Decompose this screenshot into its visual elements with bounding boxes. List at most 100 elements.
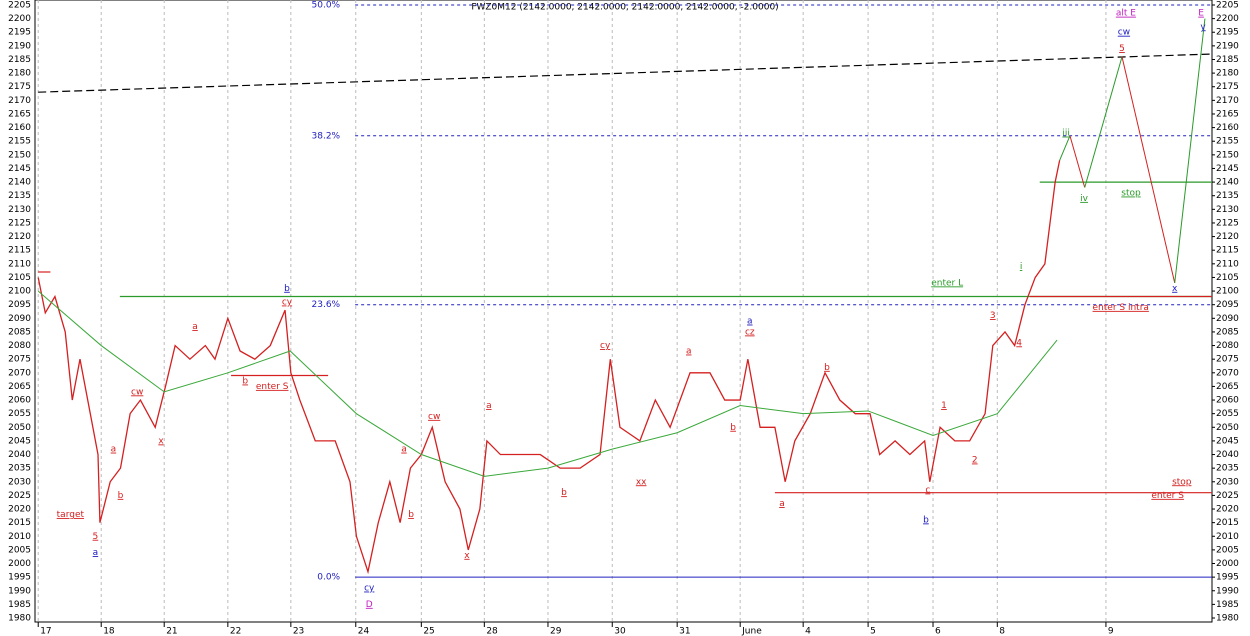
x-tick-label: 30	[614, 627, 626, 636]
y-tick-label-left: 2205	[8, 1, 31, 11]
wave-label: c	[925, 485, 930, 495]
wave-label: cy	[364, 584, 375, 594]
wave-label: iv	[1080, 194, 1089, 204]
y-tick-label-right: 2090	[1216, 314, 1239, 324]
y-tick-label-left: 2180	[8, 69, 31, 79]
x-tick-label: 9	[1108, 627, 1114, 636]
x-tick-label: 25	[423, 627, 434, 636]
y-tick-label-right: 2065	[1216, 382, 1239, 392]
y-tick-label-left: 2025	[8, 491, 31, 501]
y-tick-label-right: 2150	[1216, 150, 1239, 160]
price-line	[37, 290, 1058, 477]
y-tick-label-left: 2040	[8, 450, 31, 460]
wave-label: 3	[990, 311, 996, 321]
y-tick-label-left: 2140	[8, 178, 31, 188]
y-tick-label-right: 2020	[1216, 505, 1239, 515]
y-tick-label-right: 1980	[1216, 614, 1239, 624]
plot-frame	[34, 0, 1213, 623]
wave-label: x	[464, 551, 470, 561]
wave-label: a	[93, 548, 99, 558]
wave-label: 1	[941, 401, 947, 411]
y-tick-label-right: 2025	[1216, 491, 1239, 501]
wave-label: i	[1020, 262, 1023, 272]
y-tick-label-left: 2185	[8, 55, 31, 65]
x-tick-label: 22	[230, 627, 241, 636]
y-tick-label-left: 2070	[8, 368, 31, 378]
fib-label: 50.0%	[312, 1, 341, 11]
y-tick-label-right: 2165	[1216, 109, 1239, 119]
wave-label: a	[686, 347, 692, 357]
x-tick-label: 24	[358, 627, 370, 636]
y-tick-label-right: 2115	[1216, 246, 1239, 256]
y-tick-label-right: 2075	[1216, 355, 1239, 365]
y-tick-label-right: 2110	[1216, 259, 1239, 269]
y-tick-label-left: 2085	[8, 327, 31, 337]
y-tick-label-right: 2060	[1216, 396, 1239, 406]
y-tick-label-left: 2135	[8, 191, 31, 201]
y-tick-label-right: 2170	[1216, 96, 1239, 106]
wave-label: b	[923, 515, 929, 525]
x-tick-label: 8	[999, 627, 1005, 636]
wave-label: enter S intra	[1093, 303, 1149, 313]
wave-label: enter S	[1151, 491, 1184, 501]
wave-label: 5	[93, 532, 99, 542]
y-tick-label-left: 2105	[8, 273, 31, 283]
wave-label: a	[779, 499, 785, 509]
x-tick-label: 18	[103, 627, 115, 636]
y-tick-label-left: 2170	[8, 96, 31, 106]
y-tick-label-left: 1980	[8, 614, 31, 624]
x-tick-label: 5	[870, 627, 876, 636]
y-tick-label-left: 2060	[8, 396, 31, 406]
y-tick-label-left: 2145	[8, 164, 31, 174]
wave-label: a	[747, 317, 753, 327]
y-tick-label-left: 2015	[8, 518, 31, 528]
y-tick-label-left: 2050	[8, 423, 31, 433]
y-tick-label-left: 2035	[8, 464, 31, 474]
wave-label: b	[242, 376, 248, 386]
fib-label: 38.2%	[312, 131, 341, 141]
y-tick-label-right: 2120	[1216, 232, 1239, 242]
y-tick-label-right: 2125	[1216, 218, 1239, 228]
y-tick-label-right: 2055	[1216, 409, 1239, 419]
y-tick-label-left: 2115	[8, 246, 31, 256]
x-tick-label: 29	[550, 627, 562, 636]
x-tick-label: 6	[935, 627, 941, 636]
y-tick-label-right: 2105	[1216, 273, 1239, 283]
level-line	[38, 53, 1213, 93]
wave-label: target	[57, 510, 85, 520]
fib-label: 0.0%	[317, 573, 340, 583]
y-tick-label-right: 2030	[1216, 477, 1239, 487]
wave-label: a	[486, 401, 492, 411]
y-tick-label-left: 2090	[8, 314, 31, 324]
y-tick-label-left: 2100	[8, 287, 31, 297]
wave-label: alt E	[1116, 9, 1136, 19]
wave-label: cw	[1118, 28, 1130, 38]
y-tick-label-right: 2140	[1216, 178, 1239, 188]
wave-label: y	[1200, 22, 1206, 32]
y-tick-label-left: 2065	[8, 382, 31, 392]
y-tick-label-right: 2000	[1216, 559, 1239, 569]
price-line	[37, 160, 1061, 575]
price-line	[1121, 56, 1176, 284]
x-tick-label: 4	[805, 627, 811, 636]
y-tick-label-right: 2035	[1216, 464, 1239, 474]
wave-label: 5	[1119, 44, 1125, 54]
y-tick-label-left: 2030	[8, 477, 31, 487]
wave-label: cy	[600, 341, 611, 351]
wave-label: enter L	[931, 278, 963, 288]
y-tick-label-left: 2080	[8, 341, 31, 351]
y-tick-label-right: 2095	[1216, 300, 1239, 310]
y-tick-label-left: 2150	[8, 150, 31, 160]
y-tick-label-right: 2070	[1216, 368, 1239, 378]
y-tick-label-right: 2045	[1216, 436, 1239, 446]
x-tick-label: 28	[486, 627, 498, 636]
y-tick-label-left: 2120	[8, 232, 31, 242]
wave-label: b	[118, 491, 124, 501]
wave-label: x	[158, 436, 164, 446]
y-tick-label-left: 2095	[8, 300, 31, 310]
wave-label: stop	[1172, 477, 1192, 487]
y-tick-label-left: 2010	[8, 532, 31, 542]
y-tick-label-right: 2160	[1216, 123, 1239, 133]
y-tick-label-left: 2020	[8, 505, 31, 515]
